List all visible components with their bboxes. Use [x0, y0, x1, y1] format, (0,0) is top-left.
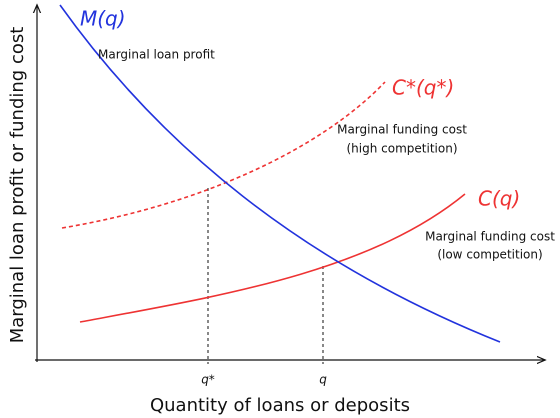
y-axis-label: Marginal loan profit or funding cost: [7, 27, 28, 344]
curve-low: [79, 193, 466, 323]
curve-note: Marginal funding cost: [425, 230, 555, 244]
curve-note: (low competition): [437, 248, 542, 262]
curve-note: (high competition): [347, 142, 458, 156]
curve-note: Marginal funding cost: [337, 123, 467, 137]
x-axis-label: Quantity of loans or deposits: [150, 395, 410, 416]
x-marker: q*: [201, 373, 215, 387]
curve-label: M(q): [80, 7, 126, 31]
curve-note: Marginal loan profit: [98, 48, 215, 62]
curve-label: C*(q*): [392, 76, 454, 100]
x-marker: q: [319, 373, 327, 387]
curve-label: C(q): [478, 187, 520, 211]
curve-m: [59, 4, 501, 343]
curve-high: [61, 81, 386, 229]
